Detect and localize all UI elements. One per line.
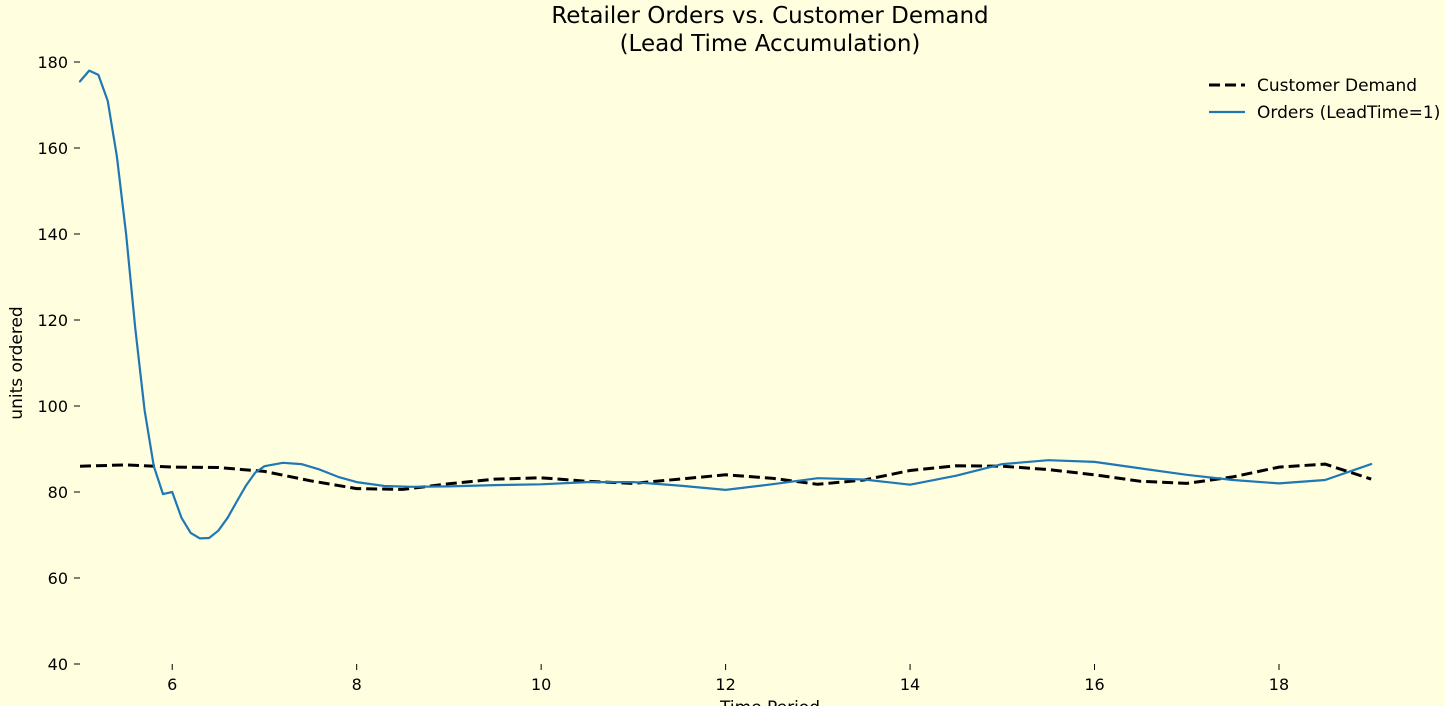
chart-subtitle: (Lead Time Accumulation)	[620, 31, 921, 57]
series-line-1	[79, 462, 1372, 491]
x-tick-label: 10	[531, 675, 551, 694]
x-axis-label: Time Period	[719, 698, 820, 706]
x-tick-label: 6	[167, 675, 177, 694]
x-tick-label: 16	[1084, 675, 1104, 694]
legend-label-1: Customer Demand	[1257, 76, 1417, 96]
x-tick-label: 12	[715, 675, 735, 694]
x-tick-label: 14	[900, 675, 920, 694]
y-tick-label: 160	[37, 139, 68, 158]
y-tick-label: 80	[48, 483, 68, 502]
y-axis-label: units ordered	[7, 306, 27, 419]
x-axis: 6 8 10 12 14 16 18	[167, 664, 1289, 694]
series-line-2	[78, 69, 1373, 540]
x-tick-label: 8	[352, 675, 362, 694]
y-tick-label: 40	[48, 655, 68, 674]
y-tick-label: 140	[37, 225, 68, 244]
y-tick-label: 180	[37, 53, 68, 72]
legend: Customer Demand Orders (LeadTime=1)	[1209, 76, 1440, 123]
series-layer	[78, 69, 1373, 540]
chart-title: Retailer Orders vs. Customer Demand	[551, 3, 988, 29]
y-axis: 40 60 80 100 120 140 160 180	[37, 53, 80, 674]
y-tick-label: 100	[37, 397, 68, 416]
y-tick-label: 120	[37, 311, 68, 330]
y-tick-label: 60	[48, 569, 68, 588]
x-tick-label: 18	[1269, 675, 1289, 694]
legend-label-2: Orders (LeadTime=1)	[1257, 103, 1440, 123]
